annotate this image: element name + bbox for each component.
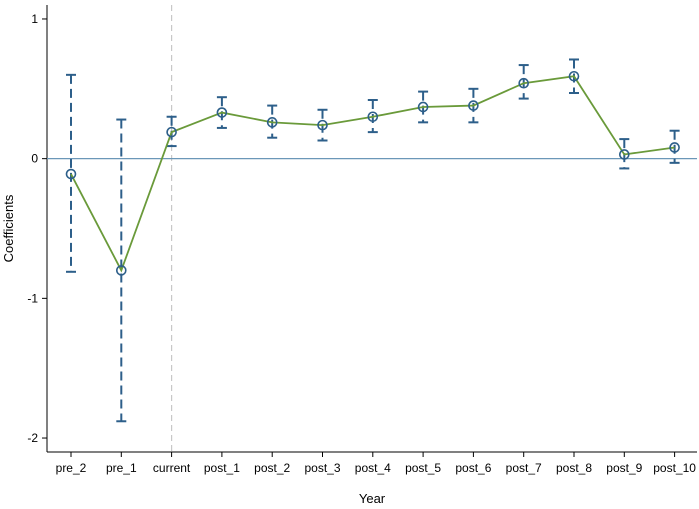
x-axis-label: Year: [359, 491, 386, 506]
confidence-intervals: [66, 58, 680, 423]
data-point: [266, 117, 278, 128]
data-point: [568, 70, 580, 82]
data-point: [116, 265, 127, 276]
data-point: [468, 100, 479, 111]
x-tick-label: post_3: [304, 461, 340, 475]
x-tick-label: post_7: [506, 461, 542, 475]
series-line-group: [70, 75, 675, 273]
x-tick-label: pre_2: [56, 461, 87, 475]
x-tick-label: post_6: [455, 461, 491, 475]
data-point: [216, 107, 228, 118]
series-line: [70, 75, 675, 273]
y-ticks: 1 0 -1 -2: [27, 12, 47, 445]
data-point: [166, 126, 177, 138]
x-tick-label: post_2: [254, 461, 290, 475]
axes: [46, 5, 697, 453]
x-ticks: pre_2 pre_1 current post_1 post_2 post_3 post_…: [56, 452, 696, 475]
reference-lines: [47, 5, 697, 452]
x-tick-label: pre_1: [106, 461, 137, 475]
data-points: [65, 70, 680, 276]
x-tick-label: post_9: [606, 461, 642, 475]
y-tick-label: -1: [27, 291, 38, 305]
data-point: [65, 168, 77, 180]
x-tick-label: post_8: [556, 461, 592, 475]
data-point: [317, 119, 328, 131]
data-point: [618, 149, 630, 160]
y-tick-label: -2: [27, 431, 38, 445]
x-tick-label: post_10: [653, 461, 696, 475]
data-point: [417, 101, 429, 113]
data-point: [367, 111, 379, 123]
data-point: [669, 142, 680, 153]
y-tick-label: 0: [31, 152, 38, 166]
x-tick-label: post_4: [355, 461, 391, 475]
x-tick-label: post_5: [405, 461, 441, 475]
y-tick-label: 1: [31, 12, 38, 26]
x-tick-label: post_1: [204, 461, 240, 475]
y-axis-label: Coefficients: [1, 194, 16, 262]
x-tick-label: current: [153, 461, 191, 475]
data-point: [518, 77, 530, 89]
